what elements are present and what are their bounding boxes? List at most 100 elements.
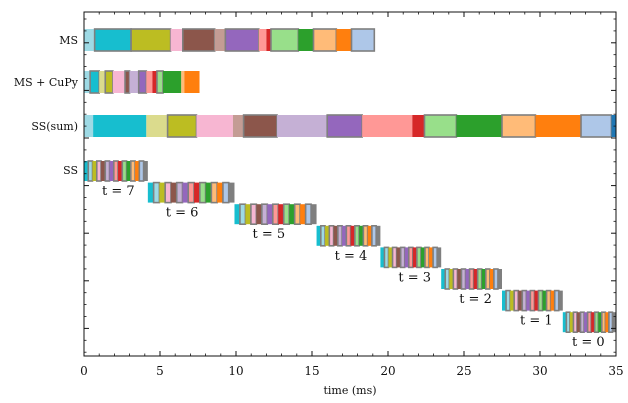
ss-step-3-seg-3 (328, 225, 335, 247)
ss-step-7-seg-9 (593, 311, 600, 334)
bar-2-5 (232, 115, 244, 137)
ss-step-2-seg-6 (267, 204, 273, 225)
ss-step-6-seg-12 (550, 290, 555, 311)
x-tick-labels: 0 5 10 15 20 25 30 35 (80, 364, 623, 378)
ss-step-5-seg-2 (449, 269, 454, 289)
row-label-ss: SS (63, 164, 78, 177)
ss-step-5-seg-9 (476, 268, 483, 290)
ss-step-2-seg-12 (300, 204, 306, 225)
x-tick-label-20: 20 (380, 364, 395, 378)
bar-1-6 (129, 71, 139, 93)
ss-step-6-seg-5 (521, 289, 528, 312)
bar-1-0 (84, 71, 91, 93)
ss-step-2-seg-8 (278, 204, 284, 225)
bar-0-5 (214, 29, 226, 51)
ss-step-6-seg-14 (558, 290, 563, 311)
ss-step-7-seg-4 (576, 312, 581, 333)
ss-step-6-seg-4 (518, 290, 523, 311)
ss-step-7-seg-11 (601, 311, 607, 334)
x-tick-label-15: 15 (304, 364, 319, 378)
plot-frame (83, 11, 617, 357)
bar-1-7 (137, 70, 148, 94)
ss-step-7-seg-8 (591, 312, 595, 333)
ss-step-4-seg-7 (407, 246, 414, 269)
ss-step-7-seg-7 (586, 311, 592, 334)
ss-step-3-seg-14 (376, 225, 381, 246)
bar-0-4 (182, 28, 216, 52)
bar-2-3 (166, 114, 198, 138)
ss-step-3-seg-0 (316, 225, 321, 246)
ss-step-7-seg-1 (565, 311, 571, 334)
bar-2-1 (93, 115, 147, 137)
bar-2-14 (535, 115, 582, 137)
ss-step-3-seg-9 (354, 225, 360, 247)
ss-step-4-seg-12 (429, 247, 434, 268)
bar-2-2 (146, 115, 168, 137)
ss-step-1-seg-13 (222, 181, 230, 204)
ss-step-2-seg-2 (245, 204, 251, 225)
bar-1-3 (104, 70, 114, 94)
ss-step-6-seg-2 (510, 290, 515, 311)
bar-1-11 (163, 71, 182, 93)
ss-step-5-seg-1 (444, 268, 451, 290)
ss-step-5-seg-7 (468, 268, 475, 290)
ss-step-1-seg-14 (228, 182, 235, 203)
ss-steps-layer (84, 160, 616, 334)
ss-step-2-seg-5 (261, 203, 269, 225)
ss-step-3-seg-12 (367, 225, 372, 246)
ss-step-1-seg-1 (152, 181, 161, 204)
ss-step-1-seg-12 (217, 182, 223, 203)
ss-step-2-seg-14 (311, 204, 317, 225)
x-tick-label-5: 5 (156, 364, 164, 378)
step-label-t2: t = 2 (459, 292, 492, 307)
bar-2-12 (456, 115, 502, 137)
ss-step-5-seg-5 (460, 268, 467, 290)
bar-0-12 (336, 29, 352, 51)
ss-step-0-seg-1 (87, 160, 94, 182)
bar-0-3 (170, 29, 183, 51)
ss-step-0-seg-13 (138, 160, 145, 182)
x-axis-label: time (ms) (323, 384, 376, 397)
bar-0-8 (266, 29, 271, 51)
ss-step-1-seg-9 (199, 181, 207, 204)
step-label-t7: t = 7 (102, 184, 135, 199)
ss-step-3-seg-2 (325, 225, 330, 246)
ss-step-5-seg-3 (452, 268, 459, 290)
ss-step-4-seg-13 (432, 246, 438, 269)
bar-2-6 (242, 114, 278, 138)
bar-2-0 (84, 115, 94, 137)
ss-step-2-seg-4 (256, 204, 262, 225)
ss-step-2-seg-11 (293, 203, 301, 225)
ss-step-4-seg-1 (383, 246, 390, 269)
ss-step-4-seg-6 (404, 247, 409, 268)
ss-step-1-seg-0 (147, 182, 154, 203)
ss-step-6-seg-10 (542, 290, 547, 311)
ss-step-4-seg-3 (391, 246, 398, 269)
ss-step-5-seg-12 (489, 269, 494, 289)
ss-step-7-seg-12 (605, 312, 609, 333)
ss-step-6-seg-6 (526, 290, 531, 311)
x-tick-label-10: 10 (228, 364, 243, 378)
ss-step-1-seg-2 (159, 182, 166, 203)
ss-step-5-seg-0 (441, 269, 446, 289)
ss-step-3-seg-13 (371, 225, 377, 247)
ss-step-4-seg-2 (388, 247, 393, 268)
ss-step-6-seg-9 (537, 289, 544, 312)
ss-step-5-seg-6 (465, 269, 470, 289)
ss-step-4-seg-4 (396, 247, 401, 268)
bar-0-9 (270, 28, 300, 52)
ss-step-4-seg-0 (380, 247, 385, 268)
x-tick-label-35: 35 (608, 364, 623, 378)
ss-step-4-seg-14 (437, 247, 442, 268)
ss-step-1-seg-5 (175, 181, 184, 204)
ss-step-7-seg-10 (598, 312, 602, 333)
ss-step-3-seg-1 (320, 225, 326, 247)
bar-0-0 (84, 29, 95, 51)
ss-step-6-seg-3 (513, 289, 520, 312)
ss-step-5-seg-4 (457, 269, 462, 289)
bar-2-4 (196, 115, 233, 137)
ss-step-1-seg-11 (210, 181, 218, 204)
ss-step-1-seg-10 (205, 182, 212, 203)
ss-step-7-seg-3 (572, 311, 578, 334)
